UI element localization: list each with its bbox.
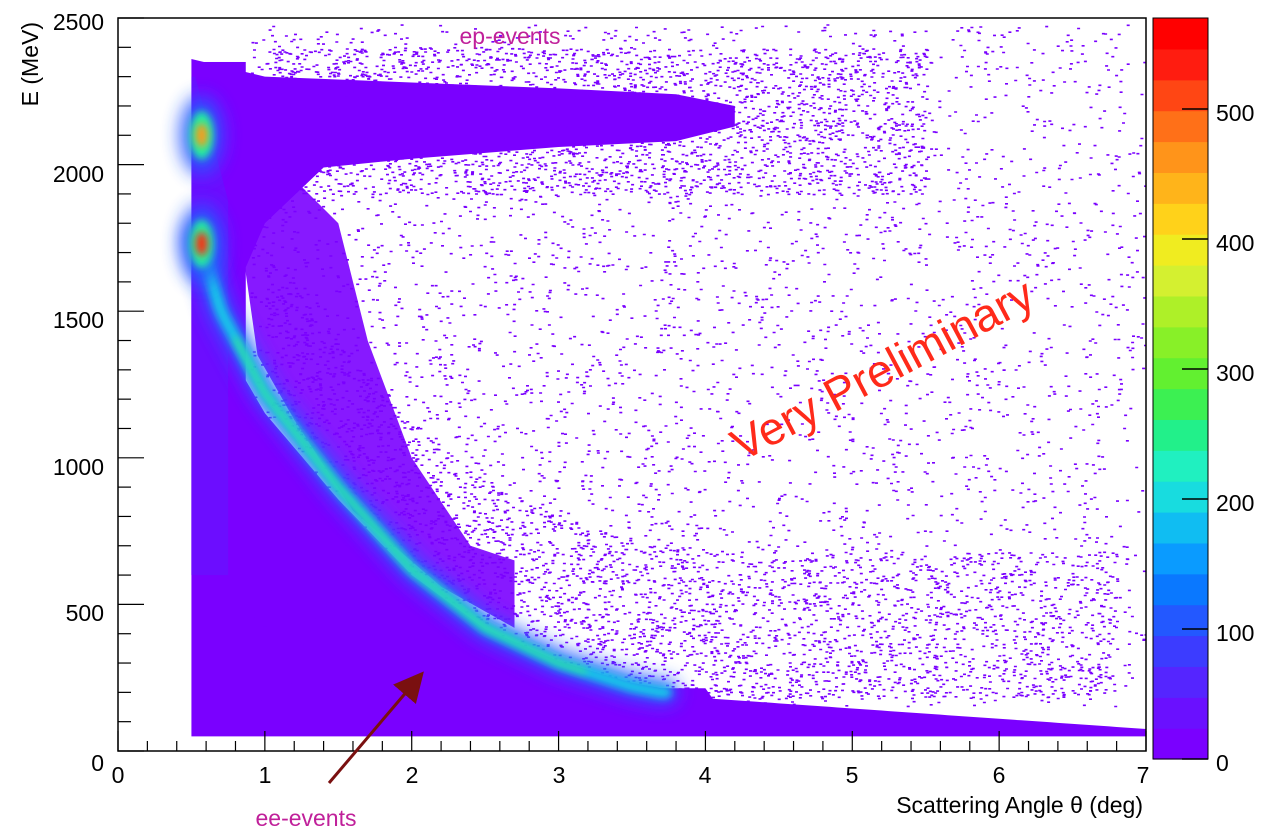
- hot-spot-core-1: [195, 231, 208, 256]
- colorbar-step: [1153, 265, 1208, 297]
- x-tick-label-2: 2: [406, 762, 419, 788]
- colorbar-step: [1153, 635, 1208, 667]
- colorbar-step: [1153, 419, 1208, 451]
- colorbar-step: [1153, 326, 1208, 359]
- x-axis-ticks: [117, 731, 1147, 751]
- colorbar-step: [1153, 450, 1208, 482]
- x-tick-label-7: 7: [1137, 762, 1150, 788]
- colorbar-label-500: 500: [1216, 100, 1254, 126]
- colorbar-step: [1153, 79, 1208, 112]
- x-tick-label-1: 1: [259, 762, 272, 788]
- colorbar: [1153, 18, 1208, 760]
- density-dots: [250, 24, 1146, 709]
- plot-frame: [117, 17, 1147, 752]
- y-axis-ticks: [118, 17, 144, 752]
- y-tick-label-0: 0: [91, 750, 104, 776]
- colorbar-step: [1153, 388, 1208, 420]
- y-tick-label-2000: 2000: [53, 161, 104, 187]
- annotation-very-preliminary: Very Preliminary: [722, 268, 1042, 471]
- annotation-ep-events: ep-events: [459, 23, 560, 49]
- y-tick-label-500: 500: [66, 600, 104, 626]
- ee-events-arrow: [327, 671, 424, 784]
- x-tick-label-5: 5: [846, 762, 859, 788]
- y-tick-label-2500: 2500: [53, 9, 104, 35]
- colorbar-step: [1153, 666, 1208, 698]
- colorbar-step: [1153, 512, 1208, 544]
- x-tick-label-3: 3: [553, 762, 566, 788]
- ee-band-core: [233, 336, 587, 674]
- colorbar-step: [1153, 573, 1208, 606]
- colorbar-label-300: 300: [1216, 360, 1254, 386]
- hot-spot-core-0: [195, 123, 208, 148]
- density-region-low: [191, 270, 1146, 737]
- y-tick-label-1000: 1000: [53, 454, 104, 480]
- annotation-ee-events: ee-events: [255, 805, 356, 831]
- colorbar-frame: [1152, 17, 1209, 760]
- x-tick-label-4: 4: [699, 762, 712, 788]
- colorbar-step: [1153, 728, 1208, 760]
- density-region-wedge: [242, 179, 515, 628]
- x-axis-title: Scattering Angle θ (deg): [896, 792, 1143, 818]
- background-density: [191, 59, 1146, 737]
- colorbar-label-200: 200: [1216, 490, 1254, 516]
- colorbar-step: [1153, 481, 1208, 513]
- y-tick-label-1500: 1500: [53, 307, 104, 333]
- colorbar-step: [1153, 295, 1208, 328]
- ee-events-band: [185, 224, 679, 706]
- hot-spots: [179, 95, 224, 284]
- colorbar-step: [1153, 18, 1208, 50]
- colorbar-step: [1153, 48, 1208, 81]
- colorbar-step: [1153, 110, 1208, 143]
- colorbar-step: [1153, 542, 1208, 575]
- plot-area: [179, 24, 1146, 737]
- colorbar-ticks: [1182, 108, 1208, 760]
- colorbar-step: [1153, 357, 1208, 390]
- colorbar-step: [1153, 172, 1208, 204]
- colorbar-step: [1153, 604, 1208, 637]
- colorbar-step: [1153, 697, 1208, 729]
- colorbar-label-100: 100: [1216, 620, 1254, 646]
- x-tick-label-0: 0: [112, 762, 125, 788]
- x-tick-label-6: 6: [993, 762, 1006, 788]
- colorbar-label-400: 400: [1216, 230, 1254, 256]
- y-axis-title: E (MeV): [17, 22, 43, 106]
- colorbar-step: [1153, 203, 1208, 235]
- colorbar-label-0: 0: [1216, 750, 1229, 776]
- colorbar-step: [1153, 141, 1208, 173]
- scatter-density-dots: [250, 24, 1146, 709]
